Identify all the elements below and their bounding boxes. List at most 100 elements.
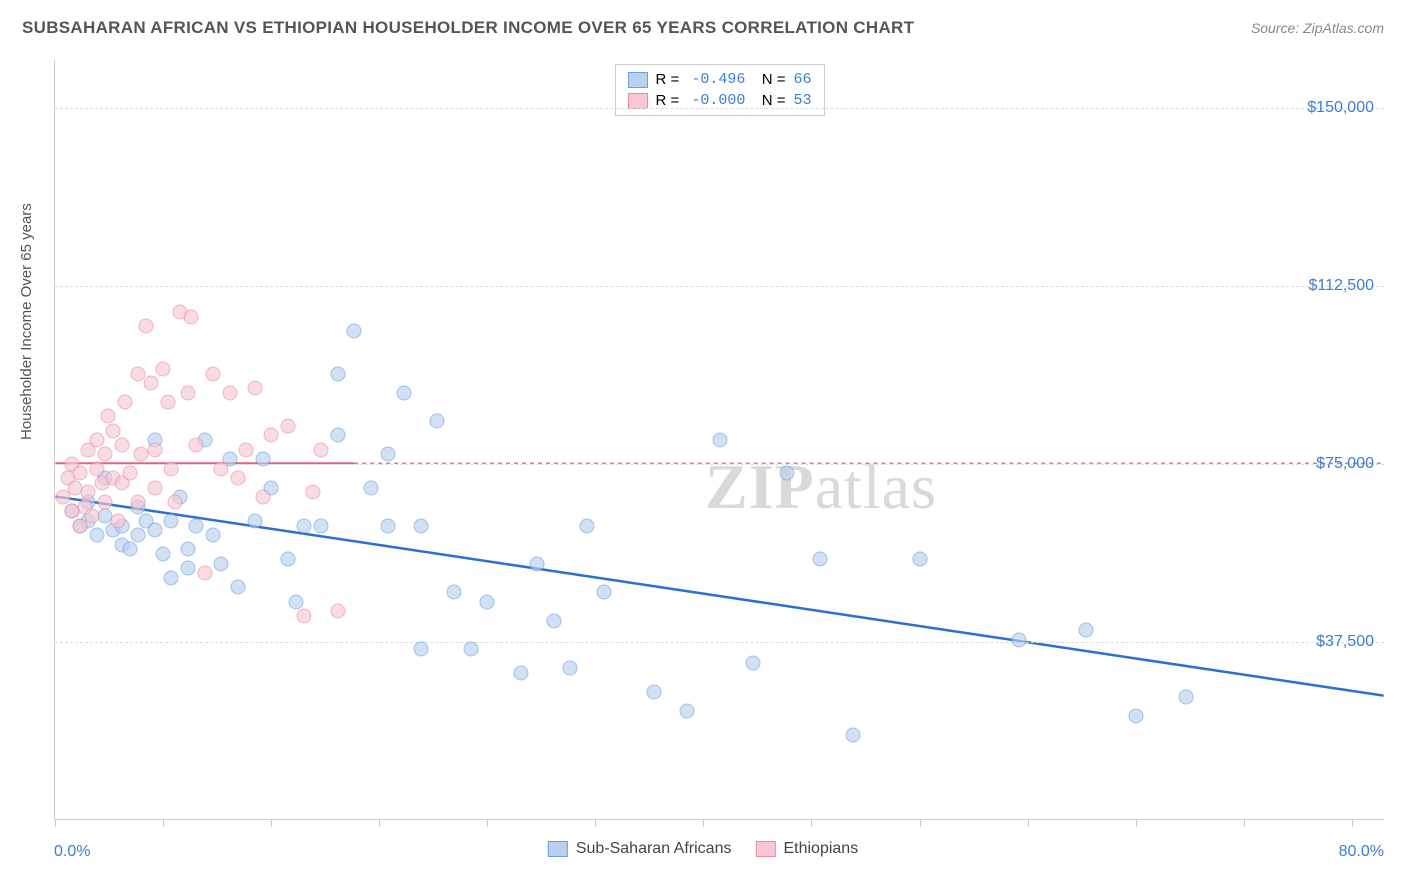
data-point <box>114 437 129 452</box>
data-point <box>305 485 320 500</box>
gridline <box>55 286 1384 287</box>
gridline <box>55 108 1384 109</box>
y-axis-label: Householder Income Over 65 years <box>18 203 35 440</box>
data-point <box>239 442 254 457</box>
data-point <box>380 518 395 533</box>
data-point <box>164 461 179 476</box>
y-tick-label: $37,500 <box>1316 633 1374 651</box>
data-point <box>1012 632 1027 647</box>
data-point <box>1128 708 1143 723</box>
data-point <box>280 551 295 566</box>
source-label: Source: ZipAtlas.com <box>1251 20 1384 36</box>
data-point <box>247 380 262 395</box>
data-point <box>122 542 137 557</box>
data-point <box>1078 623 1093 638</box>
data-point <box>197 566 212 581</box>
series-legend-item: Ethiopians <box>755 840 858 858</box>
data-point <box>330 428 345 443</box>
series-name: Ethiopians <box>783 840 858 858</box>
data-point <box>463 642 478 657</box>
x-tick <box>55 819 56 827</box>
x-tick <box>1136 819 1137 827</box>
stat-n-label: N = <box>753 71 785 88</box>
data-point <box>189 437 204 452</box>
stat-n-value: 53 <box>794 92 812 109</box>
legend-swatch <box>627 72 647 88</box>
data-point <box>139 319 154 334</box>
data-point <box>330 366 345 381</box>
data-point <box>111 513 126 528</box>
data-point <box>147 480 162 495</box>
data-point <box>530 556 545 571</box>
stat-r-label: R = <box>655 71 683 88</box>
data-point <box>164 513 179 528</box>
x-tick <box>920 819 921 827</box>
data-point <box>230 471 245 486</box>
data-point <box>181 561 196 576</box>
data-point <box>101 409 116 424</box>
gridline <box>55 464 1384 465</box>
data-point <box>297 608 312 623</box>
x-tick <box>1352 819 1353 827</box>
data-point <box>161 395 176 410</box>
x-axis-max-label: 80.0% <box>1339 843 1384 861</box>
legend-swatch <box>548 841 568 857</box>
data-point <box>546 613 561 628</box>
data-point <box>713 433 728 448</box>
data-point <box>181 542 196 557</box>
watermark-text: ZIPatlas <box>705 450 937 524</box>
data-point <box>164 570 179 585</box>
data-point <box>122 466 137 481</box>
data-point <box>89 433 104 448</box>
data-point <box>297 518 312 533</box>
data-point <box>646 684 661 699</box>
data-point <box>264 428 279 443</box>
data-point <box>131 494 146 509</box>
series-legend-item: Sub-Saharan Africans <box>548 840 732 858</box>
data-point <box>280 418 295 433</box>
data-point <box>205 366 220 381</box>
data-point <box>222 385 237 400</box>
data-point <box>84 509 99 524</box>
chart-title: SUBSAHARAN AFRICAN VS ETHIOPIAN HOUSEHOL… <box>22 18 914 38</box>
data-point <box>413 642 428 657</box>
data-point <box>430 414 445 429</box>
y-tick-label: $112,500 <box>1308 277 1374 295</box>
x-tick <box>811 819 812 827</box>
data-point <box>289 594 304 609</box>
data-point <box>72 466 87 481</box>
data-point <box>230 580 245 595</box>
data-point <box>97 447 112 462</box>
data-point <box>746 656 761 671</box>
data-point <box>144 376 159 391</box>
x-tick <box>271 819 272 827</box>
gridline <box>55 642 1384 643</box>
data-point <box>131 528 146 543</box>
data-point <box>846 727 861 742</box>
data-point <box>205 528 220 543</box>
data-point <box>447 585 462 600</box>
data-point <box>679 703 694 718</box>
x-tick <box>1244 819 1245 827</box>
data-point <box>363 480 378 495</box>
data-point <box>255 490 270 505</box>
data-point <box>131 366 146 381</box>
series-name: Sub-Saharan Africans <box>576 840 732 858</box>
data-point <box>314 518 329 533</box>
data-point <box>184 309 199 324</box>
data-point <box>247 513 262 528</box>
data-point <box>563 661 578 676</box>
stat-n-value: 66 <box>794 71 812 88</box>
data-point <box>89 528 104 543</box>
data-point <box>255 452 270 467</box>
data-point <box>214 556 229 571</box>
stats-legend-row: R = -0.496 N = 66 <box>627 69 811 90</box>
data-point <box>314 442 329 457</box>
data-point <box>167 494 182 509</box>
x-tick <box>163 819 164 827</box>
data-point <box>189 518 204 533</box>
data-point <box>156 547 171 562</box>
data-point <box>117 395 132 410</box>
data-point <box>397 385 412 400</box>
data-point <box>779 466 794 481</box>
